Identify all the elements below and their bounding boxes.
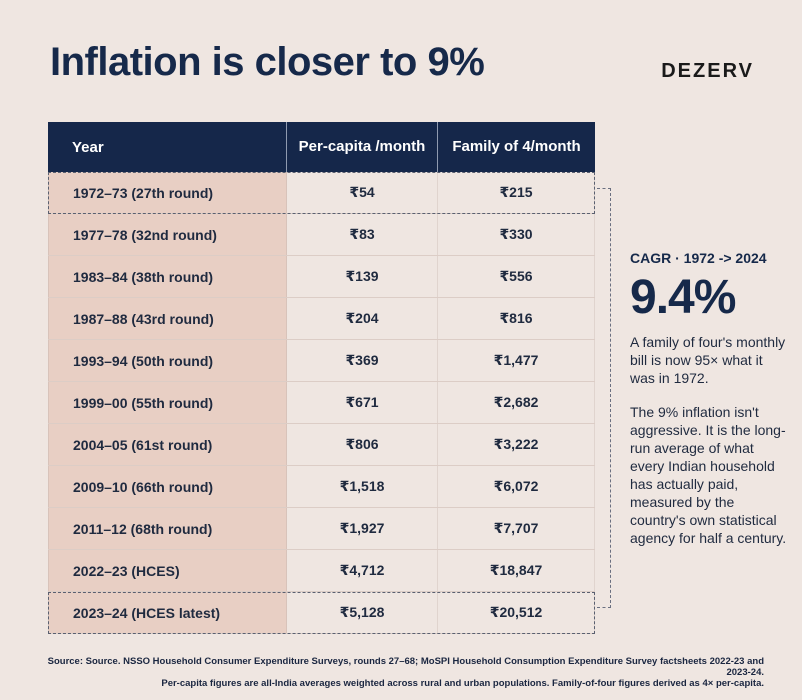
table-row: 2022–23 (HCES) ₹4,712 ₹18,847 xyxy=(48,550,595,592)
cell-per-capita: ₹83 xyxy=(287,214,438,255)
table-row: 2023–24 (HCES latest) ₹5,128 ₹20,512 xyxy=(48,592,595,634)
cell-year: 2009–10 (66th round) xyxy=(48,466,287,507)
cell-year: 2011–12 (68th round) xyxy=(48,508,287,549)
cell-year: 2004–05 (61st round) xyxy=(48,424,287,465)
cell-per-capita: ₹4,712 xyxy=(287,550,438,591)
footnote-source: Source: Source. NSSO Household Consumer … xyxy=(47,656,764,678)
table-row: 1977–78 (32nd round) ₹83 ₹330 xyxy=(48,214,595,256)
cell-per-capita: ₹671 xyxy=(287,382,438,423)
cell-per-capita: ₹54 xyxy=(287,172,438,213)
cell-family: ₹816 xyxy=(438,298,595,339)
table-body: 1972–73 (27th round) ₹54 ₹215 1977–78 (3… xyxy=(48,172,595,634)
cagr-label: CAGR · 1972 -> 2024 xyxy=(630,250,767,266)
cell-family: ₹18,847 xyxy=(438,550,595,591)
cell-family: ₹556 xyxy=(438,256,595,297)
cell-per-capita: ₹204 xyxy=(287,298,438,339)
source-footnote: Source: Source. NSSO Household Consumer … xyxy=(24,656,764,689)
cell-family: ₹6,072 xyxy=(438,466,595,507)
footnote-method: Per-capita figures are all-India average… xyxy=(161,678,764,689)
cell-family: ₹20,512 xyxy=(438,592,595,633)
inflation-table: Year Per-capita /month Family of 4/month… xyxy=(48,122,595,634)
cell-year: 1983–84 (38th round) xyxy=(48,256,287,297)
cell-year: 1972–73 (27th round) xyxy=(48,172,287,213)
cell-per-capita: ₹806 xyxy=(287,424,438,465)
cell-family: ₹330 xyxy=(438,214,595,255)
cagr-bracket xyxy=(597,188,611,608)
cell-year: 1977–78 (32nd round) xyxy=(48,214,287,255)
cell-per-capita: ₹139 xyxy=(287,256,438,297)
table-row: 1999–00 (55th round) ₹671 ₹2,682 xyxy=(48,382,595,424)
header-year: Year xyxy=(48,122,287,172)
cell-per-capita: ₹5,128 xyxy=(287,592,438,633)
cagr-panel: CAGR · 1972 -> 2024 9.4% A family of fou… xyxy=(630,250,790,547)
cell-per-capita: ₹1,927 xyxy=(287,508,438,549)
cell-family: ₹215 xyxy=(438,172,595,213)
table-header: Year Per-capita /month Family of 4/month xyxy=(48,122,595,172)
cell-per-capita: ₹1,518 xyxy=(287,466,438,507)
table-row: 2009–10 (66th round) ₹1,518 ₹6,072 xyxy=(48,466,595,508)
cell-family: ₹3,222 xyxy=(438,424,595,465)
cell-family: ₹7,707 xyxy=(438,508,595,549)
table-row: 2011–12 (68th round) ₹1,927 ₹7,707 xyxy=(48,508,595,550)
cell-per-capita: ₹369 xyxy=(287,340,438,381)
cell-year: 2023–24 (HCES latest) xyxy=(48,592,287,633)
cell-family: ₹1,477 xyxy=(438,340,595,381)
cagr-value: 9.4% xyxy=(630,271,736,324)
cell-family: ₹2,682 xyxy=(438,382,595,423)
table-row: 1987–88 (43rd round) ₹204 ₹816 xyxy=(48,298,595,340)
table-row: 1983–84 (38th round) ₹139 ₹556 xyxy=(48,256,595,298)
cell-year: 1993–94 (50th round) xyxy=(48,340,287,381)
header-per-capita: Per-capita /month xyxy=(287,122,438,172)
page-title: Inflation is closer to 9% xyxy=(50,40,485,84)
brand-logo: DEZERV xyxy=(661,60,754,82)
header-family: Family of 4/month xyxy=(452,138,581,155)
cell-year: 2022–23 (HCES) xyxy=(48,550,287,591)
cell-year: 1987–88 (43rd round) xyxy=(48,298,287,339)
table-row: 1972–73 (27th round) ₹54 ₹215 xyxy=(48,172,595,214)
cagr-note-family: A family of four's monthly bill is now 9… xyxy=(630,334,786,386)
cagr-note-explanation: The 9% inflation isn't aggressive. It is… xyxy=(630,404,787,546)
cell-year: 1999–00 (55th round) xyxy=(48,382,287,423)
table-row: 2004–05 (61st round) ₹806 ₹3,222 xyxy=(48,424,595,466)
table-row: 1993–94 (50th round) ₹369 ₹1,477 xyxy=(48,340,595,382)
